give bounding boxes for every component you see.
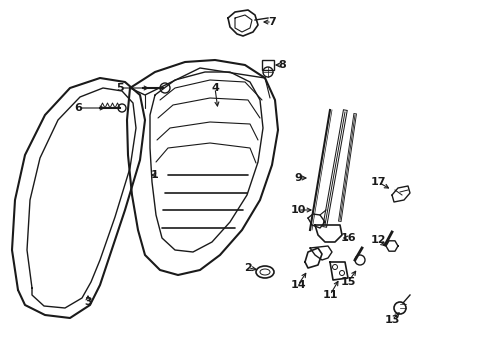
Text: 4: 4 — [211, 83, 219, 93]
Text: 15: 15 — [340, 277, 355, 287]
Bar — [262, 60, 273, 70]
Text: 9: 9 — [293, 173, 301, 183]
Text: 16: 16 — [340, 233, 355, 243]
Text: 7: 7 — [267, 17, 275, 27]
Text: 2: 2 — [244, 263, 251, 273]
Text: 6: 6 — [74, 103, 82, 113]
Text: 8: 8 — [278, 60, 285, 70]
Text: 17: 17 — [369, 177, 385, 187]
Text: 11: 11 — [322, 290, 337, 300]
Text: 13: 13 — [384, 315, 399, 325]
Text: 14: 14 — [289, 280, 305, 290]
Text: 5: 5 — [116, 83, 123, 93]
Text: 12: 12 — [369, 235, 385, 245]
Text: 3: 3 — [84, 297, 92, 307]
Text: 10: 10 — [290, 205, 305, 215]
Text: 1: 1 — [151, 170, 159, 180]
